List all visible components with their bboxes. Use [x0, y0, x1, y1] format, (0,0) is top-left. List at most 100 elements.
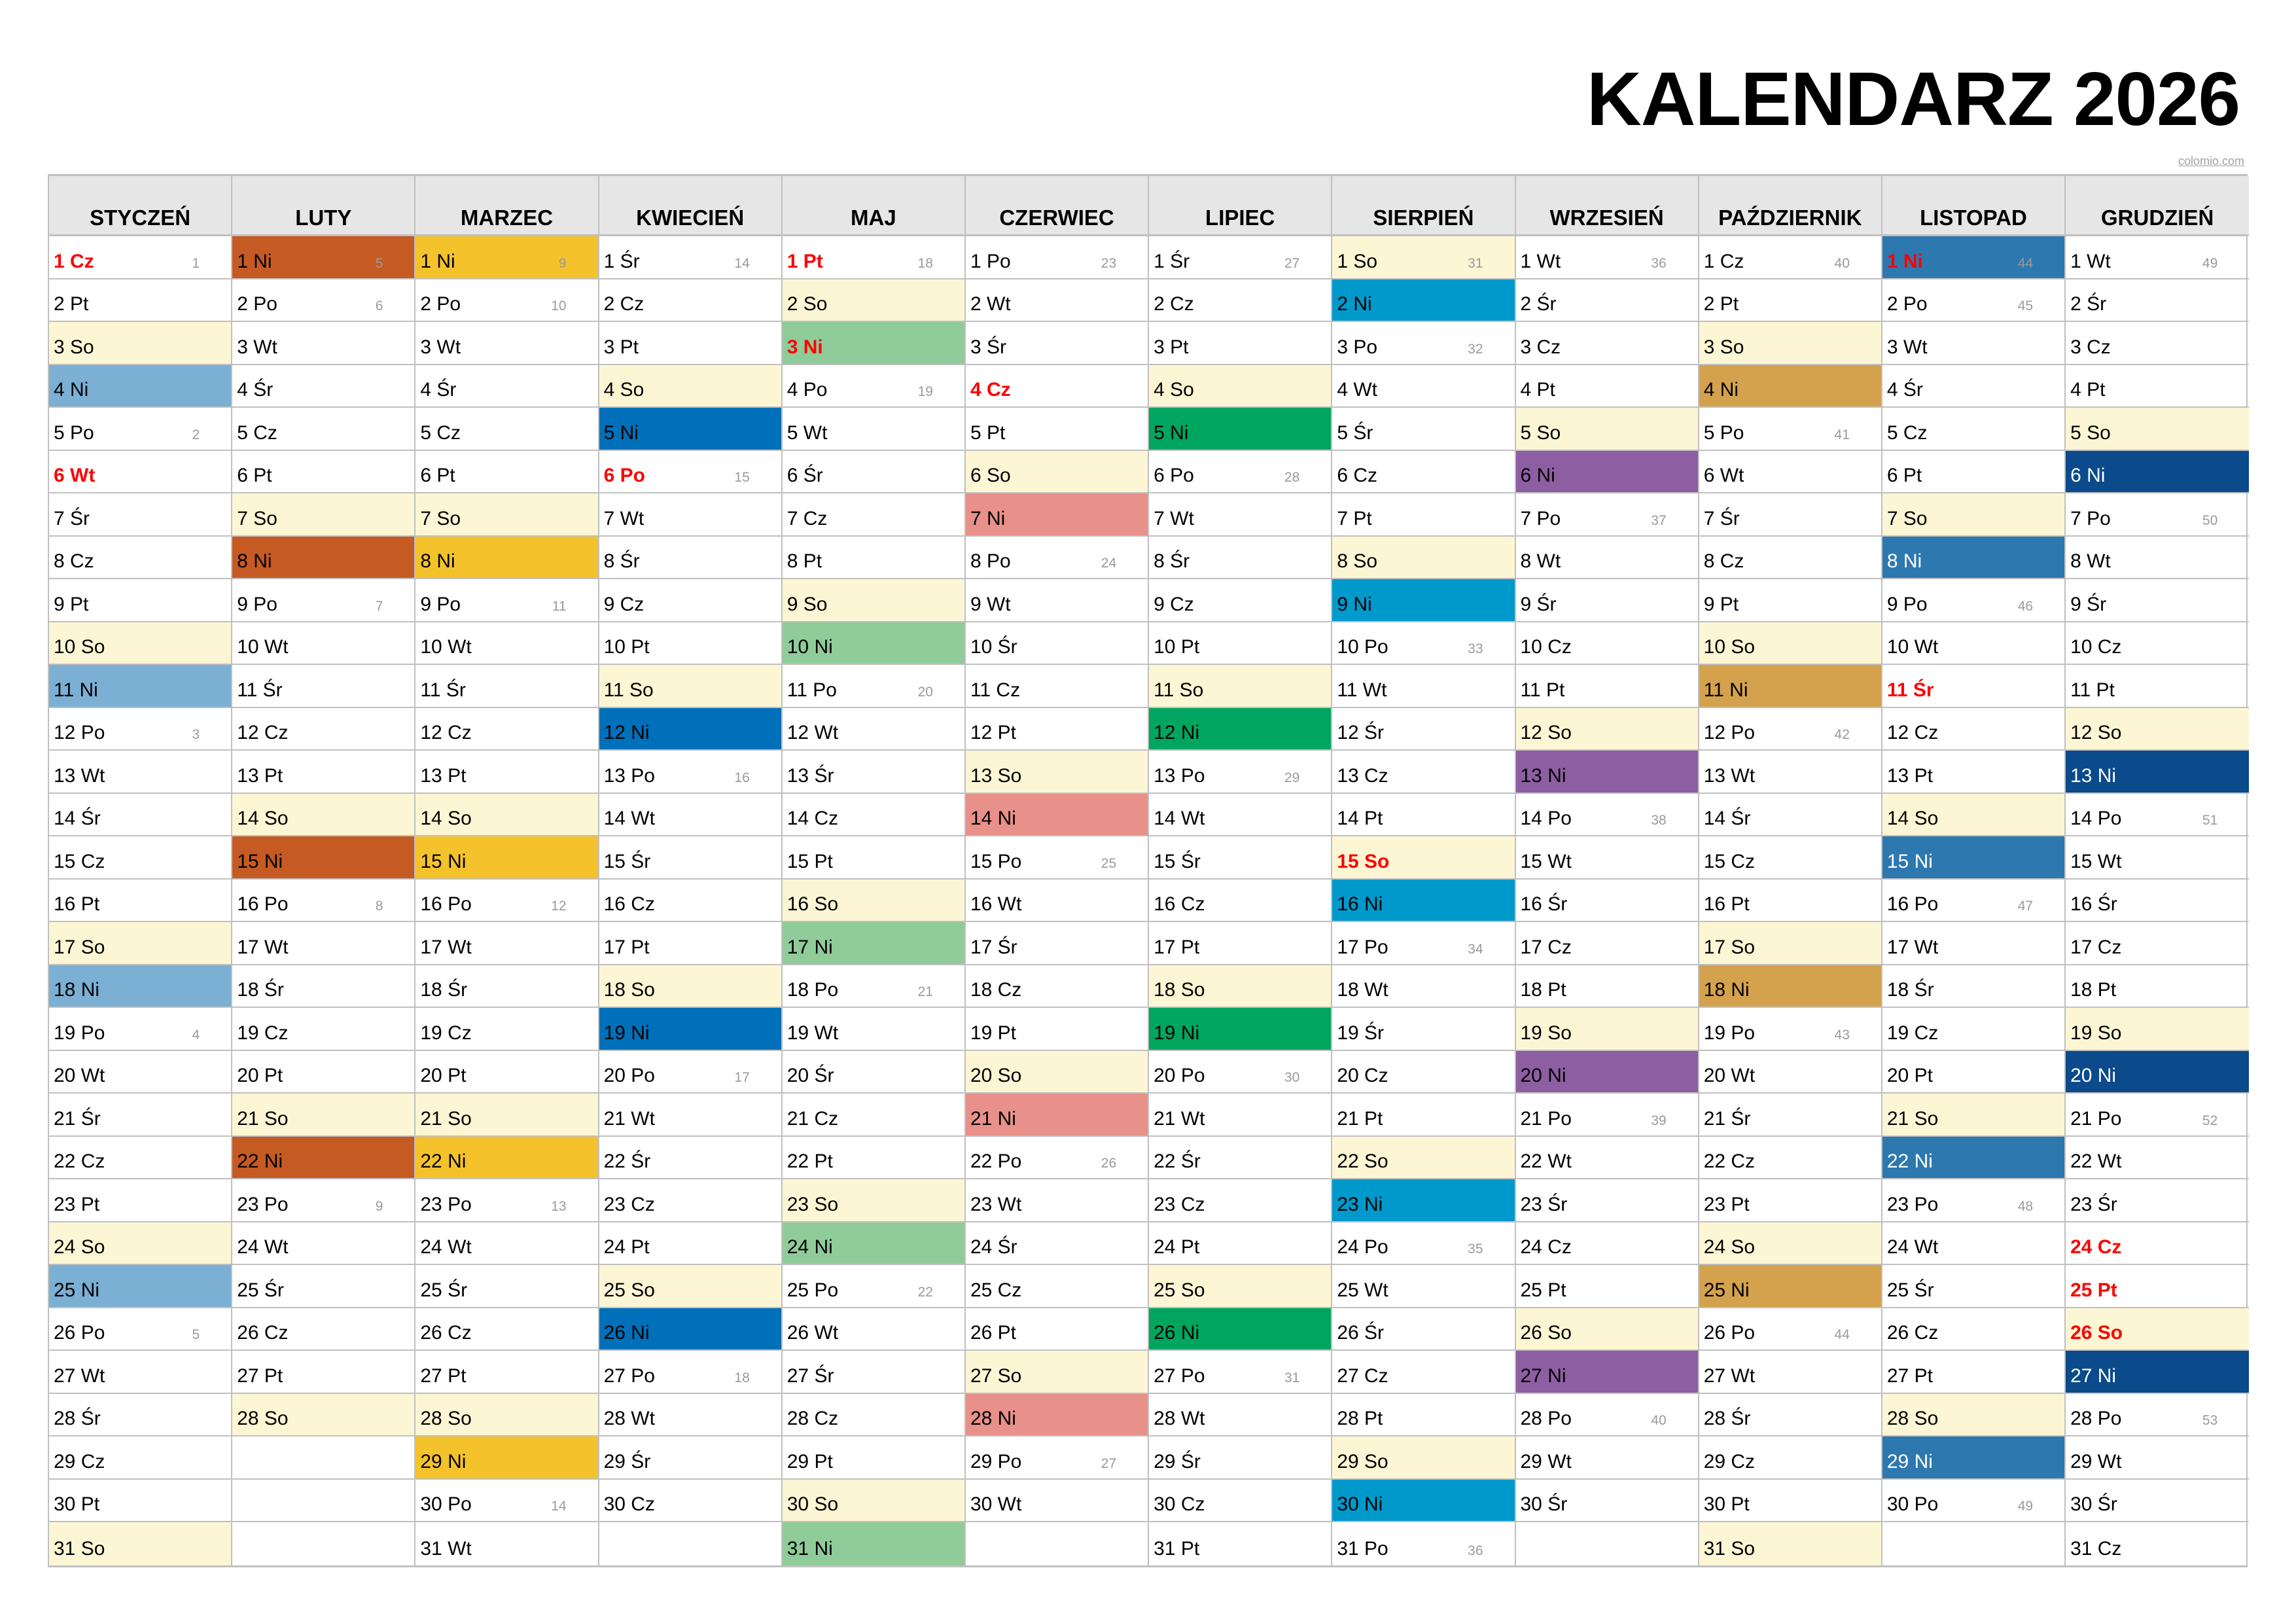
day-label: 10 So	[1703, 636, 1756, 658]
day-cell: 25 Po 22	[782, 1265, 964, 1308]
day-label: 1 Wt	[2070, 250, 2111, 272]
day-cell: 10 Cz	[1515, 622, 1698, 665]
day-cell: 7 Ni	[965, 493, 1148, 537]
day-cell: 27 So	[965, 1351, 1148, 1394]
day-cell: 9 Cz	[599, 579, 781, 622]
day-cell: 20 Po 30	[1149, 1051, 1332, 1094]
week-number: 20	[917, 684, 933, 700]
day-label: 5 Wt	[786, 421, 828, 444]
day-cell: 12 Po 3	[49, 708, 232, 751]
day-cell: 11 Pt	[1515, 665, 1698, 708]
day-cell: 7 Śr	[1699, 493, 1881, 537]
day-label: 5 Po	[54, 421, 94, 444]
day-label: 31 Po	[1337, 1537, 1388, 1560]
day-cell: 7 Wt	[1149, 493, 1332, 537]
day-label: 8 Po	[970, 550, 1011, 572]
credit-link[interactable]: colomio.com	[2178, 154, 2244, 168]
day-cell: 5 Wt	[782, 408, 964, 451]
week-number: 9	[375, 1198, 383, 1214]
day-cell: 12 Pt	[965, 708, 1148, 751]
day-cell: 26 So	[1515, 1308, 1698, 1351]
day-label: 6 Ni	[1520, 465, 1555, 486]
day-cell: 18 Ni	[49, 965, 232, 1008]
day-cell: 16 Pt	[1699, 880, 1881, 922]
day-label: 1 Cz	[1703, 250, 1744, 272]
day-label: 20 Wt	[54, 1065, 105, 1086]
day-label: 21 So	[420, 1107, 472, 1130]
day-label: 7 Śr	[54, 507, 90, 529]
day-cell: 26 Cz	[1882, 1308, 2065, 1351]
day-label: 1 Cz	[54, 250, 94, 272]
day-label: 5 Cz	[420, 421, 461, 444]
day-label: 16 Wt	[970, 893, 1022, 915]
day-label: 30 Cz	[1154, 1493, 1205, 1515]
week-number: 1	[192, 255, 200, 271]
day-label: 15 Śr	[603, 850, 651, 872]
day-cell: 7 Wt	[599, 493, 781, 537]
day-label: 29 So	[1337, 1450, 1388, 1472]
day-label: 29 Wt	[1520, 1450, 1572, 1472]
day-cell: 28 Pt	[1332, 1394, 1515, 1436]
day-cell: 5 Po 2	[49, 408, 232, 451]
day-label: 17 Pt	[1154, 936, 1200, 958]
day-label: 26 Śr	[1337, 1322, 1385, 1344]
day-label: 6 So	[970, 465, 1011, 486]
day-label: 2 Śr	[1520, 293, 1557, 315]
day-label: 31 Pt	[1154, 1537, 1200, 1560]
day-cell: 18 Ni	[1699, 965, 1881, 1008]
day-label: 17 Pt	[603, 936, 650, 958]
day-label: 17 Wt	[1886, 936, 1939, 958]
day-label: 13 Śr	[786, 764, 834, 787]
week-number: 41	[1834, 427, 1850, 442]
day-cell: 1 So 31	[1332, 236, 1515, 279]
day-cell: 30 Śr	[1515, 1480, 1698, 1522]
day-cell: 6 Cz	[1332, 451, 1515, 493]
week-number: 24	[1101, 556, 1117, 571]
week-number: 51	[2202, 813, 2218, 828]
day-cell: 3 Wt	[1882, 322, 2065, 365]
day-label: 3 So	[54, 336, 94, 358]
day-label: 23 Śr	[1520, 1193, 1568, 1215]
day-cell: 24 Pt	[599, 1222, 781, 1265]
day-cell: 2 Śr	[1515, 279, 1698, 322]
day-label: 25 Ni	[1703, 1279, 1750, 1301]
day-label: 22 Cz	[54, 1150, 105, 1172]
week-number: 25	[1101, 855, 1117, 871]
day-cell: 15 Ni	[415, 836, 598, 880]
day-cell: 1 Wt 36	[1515, 236, 1698, 279]
day-label: 12 Ni	[603, 722, 650, 743]
day-cell: 9 Po 7	[232, 579, 415, 622]
day-cell: 1 Cz 40	[1699, 236, 1881, 279]
day-cell: 17 Cz	[2066, 922, 2250, 965]
day-cell: 7 Śr	[49, 493, 232, 537]
day-label: 21 Ni	[970, 1107, 1016, 1130]
day-cell: 6 Pt	[415, 451, 598, 493]
day-label: 25 Po	[786, 1279, 839, 1301]
day-label: 23 Pt	[1703, 1193, 1750, 1215]
day-cell: 26 Cz	[232, 1308, 415, 1351]
day-label: 10 Ni	[786, 636, 833, 658]
day-cell: 4 Po 19	[782, 365, 964, 408]
week-number: 36	[1468, 1543, 1483, 1558]
week-number: 45	[2017, 298, 2034, 313]
day-cell: 20 Po 17	[599, 1051, 781, 1094]
day-label: 15 So	[1337, 850, 1390, 872]
day-cell: 14 Wt	[599, 794, 781, 836]
day-cell: 16 Śr	[2066, 880, 2250, 922]
day-label: 24 Pt	[603, 1236, 650, 1258]
day-label: 25 Pt	[2070, 1279, 2117, 1301]
day-cell: 29 Pt	[782, 1436, 964, 1480]
day-label: 27 Pt	[420, 1364, 467, 1387]
day-cell: 18 Po 21	[782, 965, 964, 1008]
day-cell: 13 Śr	[782, 751, 964, 794]
day-label: 26 Po	[54, 1322, 105, 1344]
week-number: 47	[2017, 899, 2034, 914]
day-cell: 12 Cz	[415, 708, 598, 751]
day-cell	[966, 1522, 1148, 1565]
week-number: 28	[1284, 470, 1300, 485]
day-cell: 8 Wt	[1515, 537, 1698, 579]
day-label: 16 Pt	[54, 893, 100, 915]
day-cell: 2 Pt	[1699, 279, 1881, 322]
day-label: 9 Po	[1886, 593, 1928, 615]
day-label: 26 Ni	[1154, 1322, 1200, 1344]
